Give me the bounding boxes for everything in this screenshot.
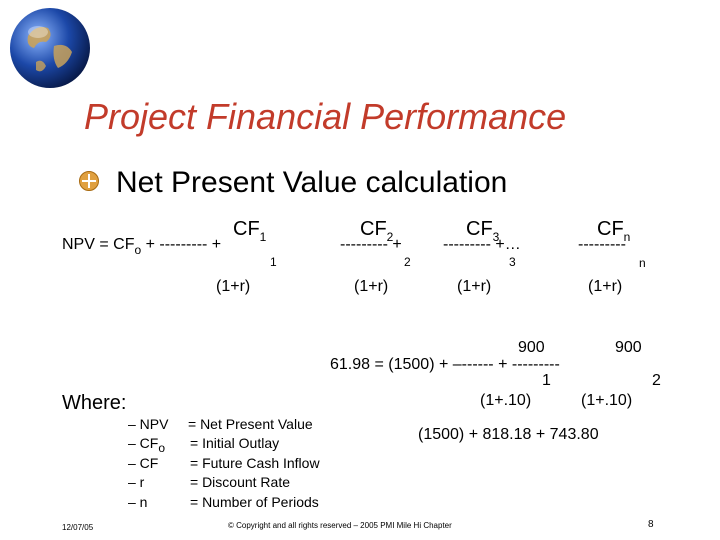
formula-exp-3: 3	[509, 255, 516, 269]
where-def-3: = Discount Rate	[190, 474, 290, 490]
formula-npv-line: NPV = CFo + --------- +	[62, 236, 222, 257]
globe-logo	[10, 8, 90, 88]
slide-title: Project Financial Performance	[84, 96, 567, 137]
where-def-1: = Initial Outlay	[190, 435, 280, 451]
where-label: Where:	[62, 392, 127, 414]
formula-cf1: CF1	[233, 218, 267, 244]
where-def-2: = Future Cash Inflow	[190, 455, 320, 471]
example-result: (1500) + 818.18 + 743.80	[418, 426, 599, 443]
where-sym-1: – CFo	[128, 435, 166, 455]
formula-den-2: (1+r)	[354, 278, 389, 295]
footer-copyright: © Copyright and all rights reserved – 20…	[228, 521, 452, 530]
example-den-1: (1+.10)	[480, 392, 532, 409]
formula-den-1: (1+r)	[216, 278, 251, 295]
formula-den-3: (1+r)	[457, 278, 492, 295]
where-sym-2: – CF	[128, 455, 159, 471]
bullet-text: Net Present Value calculation	[116, 166, 508, 199]
formula-cf3: CF3	[466, 218, 500, 244]
bullet-icon	[79, 171, 99, 191]
example-exp-2: 2	[652, 372, 661, 389]
example-line: 61.98 = (1500) + –------ + ---------	[330, 356, 560, 373]
example-num-2: 900	[615, 339, 642, 356]
example-exp-1: 1	[542, 372, 551, 389]
footer-page-number: 8	[648, 519, 654, 530]
formula-exp-1: 1	[270, 255, 277, 269]
where-sym-0: – NPV	[128, 416, 169, 432]
formula-exp-2: 2	[404, 255, 411, 269]
where-sym-4: – n	[128, 494, 148, 510]
formula-dash-2: --------- +	[340, 236, 402, 253]
where-def-0: = Net Present Value	[188, 416, 313, 432]
example-num-1: 900	[518, 339, 545, 356]
where-def-4: = Number of Periods	[190, 494, 319, 510]
formula-exp-n: n	[639, 256, 646, 270]
formula-dash-n: ---------	[578, 236, 626, 253]
formula-den-n: (1+r)	[588, 278, 623, 295]
where-sym-3: – r	[128, 474, 145, 490]
formula-cf2: CF2	[360, 218, 394, 244]
example-den-2: (1+.10)	[581, 392, 633, 409]
formula-cfn: CFn	[597, 218, 631, 244]
formula-dash-3: --------- +…	[443, 236, 521, 253]
footer-date: 12/07/05	[62, 523, 94, 532]
